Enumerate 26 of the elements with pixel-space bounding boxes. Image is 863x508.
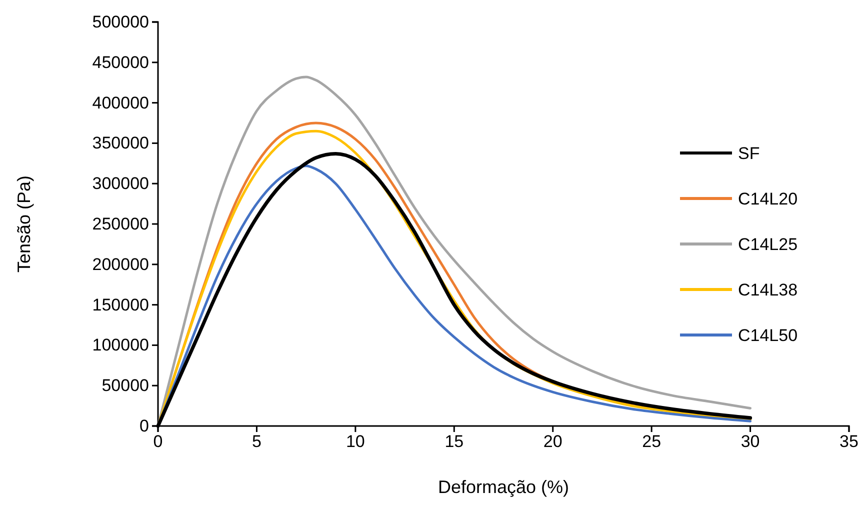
y-tick-label: 200000 — [92, 254, 149, 274]
x-tick-label: 15 — [444, 432, 464, 452]
x-tick-label: 25 — [642, 432, 662, 452]
legend-label: SF — [738, 144, 760, 163]
y-tick-label: 500000 — [92, 12, 149, 32]
y-tick-label: 150000 — [92, 295, 149, 314]
y-tick-label: 450000 — [92, 52, 149, 72]
x-tick-label: 10 — [346, 432, 365, 452]
y-tick-label: 400000 — [92, 93, 149, 112]
x-tick-label: 0 — [153, 432, 163, 452]
y-axis-title: Tensão (Pa) — [14, 175, 34, 273]
legend-label: C14L25 — [738, 235, 798, 254]
y-tick-label: 0 — [140, 416, 149, 436]
x-tick-label: 20 — [543, 432, 562, 452]
legend-label: C14L20 — [738, 190, 798, 208]
x-tick-label: 5 — [252, 432, 262, 452]
y-tick-label: 300000 — [92, 174, 149, 194]
x-tick-label: 35 — [840, 432, 858, 452]
legend-label: C14L50 — [738, 326, 798, 345]
x-tick-label: 30 — [740, 432, 760, 452]
legend-label: C14L38 — [738, 280, 798, 300]
y-tick-label: 350000 — [92, 134, 149, 153]
y-tick-label: 100000 — [92, 336, 149, 355]
x-axis-title: Deformação (%) — [438, 477, 570, 497]
y-tick-label: 250000 — [92, 214, 149, 234]
y-tick-label: 50000 — [102, 376, 149, 396]
